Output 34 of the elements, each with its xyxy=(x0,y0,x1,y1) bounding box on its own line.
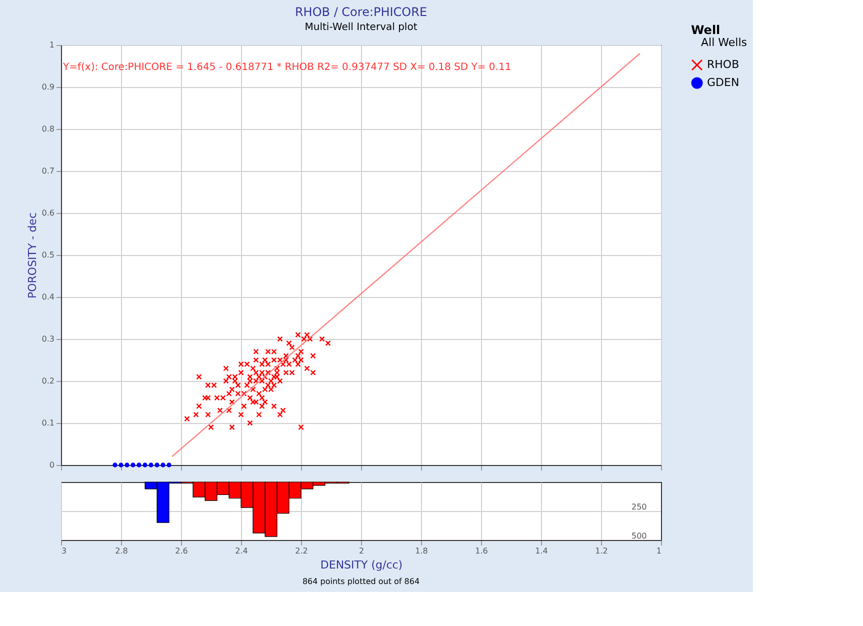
text: All Wells xyxy=(701,36,748,49)
y-tick-label: 500 xyxy=(632,532,647,540)
annotation: Y=f(x): Core:PHICORE = 1.645 - 0.618771 * RHOB R2= 0.937477 SD X= 0.18 SD Y= 0.11 xyxy=(62,62,512,73)
x-tick-label: 2.4 xyxy=(235,546,248,556)
y-tick-label: 250 xyxy=(632,502,647,512)
x-tick-label: 2.8 xyxy=(115,546,128,556)
x-tick-label: 3 xyxy=(62,546,67,556)
x-tick-label: 1.2 xyxy=(595,546,608,556)
y-tick-label: 0.4 xyxy=(42,292,54,302)
chart-subtitle: Multi-Well Interval plot xyxy=(304,22,418,33)
legend-title: Well xyxy=(691,23,720,37)
x-tick-label: 2 xyxy=(358,546,364,556)
x-axis-title: DENSITY (g/cc) xyxy=(320,558,403,572)
y-tick-label: 0.3 xyxy=(42,334,54,344)
y-tick-label: 0.6 xyxy=(42,208,54,218)
y-axis-title: POROSITY - dec xyxy=(26,212,39,299)
x-tick-label: 1 xyxy=(656,546,662,556)
legend-label: GDEN xyxy=(707,76,740,89)
y-tick-label: 1 xyxy=(49,40,54,50)
legend-label: RHOB xyxy=(707,58,740,71)
x-tick-label: 1.4 xyxy=(535,546,548,556)
y-tick-label: 0.8 xyxy=(42,124,54,134)
x-tick-label: 2.2 xyxy=(295,546,308,556)
y-tick-label: 0.7 xyxy=(42,166,54,176)
x-tick-label: 1.6 xyxy=(475,546,488,556)
text: 864 points plotted out of 864 xyxy=(302,577,420,586)
y-tick-label: 0.9 xyxy=(42,82,54,92)
y-tick-label: 0.2 xyxy=(42,376,54,386)
y-tick-label: 0 xyxy=(49,460,54,470)
x-tick-label: 2.6 xyxy=(175,546,188,556)
chart-title: RHOB / Core:PHICORE xyxy=(294,5,428,19)
y-tick-label: 0.1 xyxy=(42,418,54,428)
y-tick-label: 0.5 xyxy=(42,250,54,260)
x-tick-label: 1.8 xyxy=(415,546,428,556)
